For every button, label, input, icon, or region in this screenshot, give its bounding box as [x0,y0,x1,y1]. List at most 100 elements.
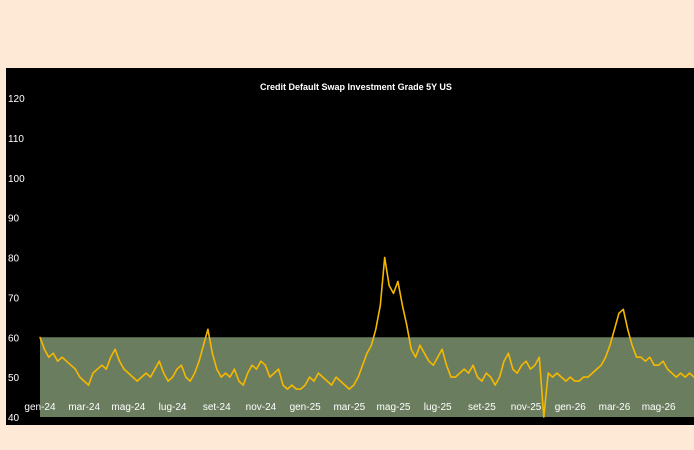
data-point [256,369,257,370]
data-point [667,369,668,370]
data-point [243,385,244,386]
data-point [380,305,381,306]
data-point [397,281,398,282]
data-point [490,377,491,378]
data-point [565,381,566,382]
data-point [640,357,641,358]
data-point [623,309,624,310]
data-point [225,373,226,374]
data-point [658,365,659,366]
data-point [194,373,195,374]
data-point [335,377,336,378]
data-point [579,381,580,382]
data-point [344,385,345,386]
data-point [534,365,535,366]
data-point [48,357,49,358]
data-point [601,365,602,366]
data-point [393,293,394,294]
data-point [216,369,217,370]
data-point [499,377,500,378]
data-point [291,385,292,386]
data-point [689,373,690,374]
chart-panel: 40 50 60 70 80 90 100 110 120 gen-24 mar-24 mag-24… [6,68,694,425]
data-point [309,377,310,378]
data-point [503,361,504,362]
data-point [115,349,116,350]
data-point [313,381,314,382]
x-tick-label: mar-25 [333,402,365,413]
data-point [221,377,222,378]
data-point [106,369,107,370]
data-point [636,357,637,358]
data-point [614,329,615,330]
x-tick-label: mar-24 [68,402,100,413]
data-point [132,377,133,378]
data-point [247,373,248,374]
data-point [548,373,549,374]
data-point [654,365,655,366]
data-point [543,416,544,417]
data-point [384,257,385,258]
data-point [75,369,76,370]
data-point [671,373,672,374]
data-point [172,377,173,378]
data-point [556,373,557,374]
data-point [362,365,363,366]
data-point [145,373,146,374]
y-tick-label: 70 [8,293,20,304]
x-tick-label: mag-26 [642,402,676,413]
data-point [459,373,460,374]
data-point [119,361,120,362]
y-tick-label: 120 [8,94,25,105]
data-point [446,365,447,366]
data-point [402,305,403,306]
y-tick-label: 50 [8,373,20,384]
data-point [353,385,354,386]
data-point [176,369,177,370]
line-chart: 40 50 60 70 80 90 100 110 120 gen-24 mar-24 mag-24… [6,68,694,425]
data-point [486,373,487,374]
data-point [450,377,451,378]
data-point [101,365,102,366]
data-point [596,369,597,370]
data-point [92,373,93,374]
x-tick-label: set-25 [468,402,496,413]
data-point [561,377,562,378]
data-point [627,329,628,330]
data-point [406,325,407,326]
data-point [185,377,186,378]
data-point [433,365,434,366]
data-point [508,353,509,354]
data-point [442,349,443,350]
data-point [88,385,89,386]
x-tick-label: gen-26 [555,402,587,413]
data-point [530,369,531,370]
x-tick-label: lug-24 [159,402,187,413]
y-tick-label: 80 [8,254,20,265]
data-point [39,337,40,338]
data-point [181,365,182,366]
data-point [358,377,359,378]
data-point [583,377,584,378]
y-tick-label: 110 [8,134,24,145]
data-point [70,365,71,366]
data-point [605,357,606,358]
data-point [428,361,429,362]
data-point [252,365,253,366]
data-point [234,369,235,370]
data-point [282,385,283,386]
x-tick-label: mar-26 [599,402,631,413]
data-point [539,357,540,358]
data-point [318,373,319,374]
data-point [159,361,160,362]
data-point [437,357,438,358]
data-point [163,373,164,374]
data-point [274,373,275,374]
data-point [278,369,279,370]
data-point [587,377,588,378]
data-point [676,377,677,378]
data-point [203,345,204,346]
data-point [680,373,681,374]
y-tick-label: 40 [8,413,20,424]
